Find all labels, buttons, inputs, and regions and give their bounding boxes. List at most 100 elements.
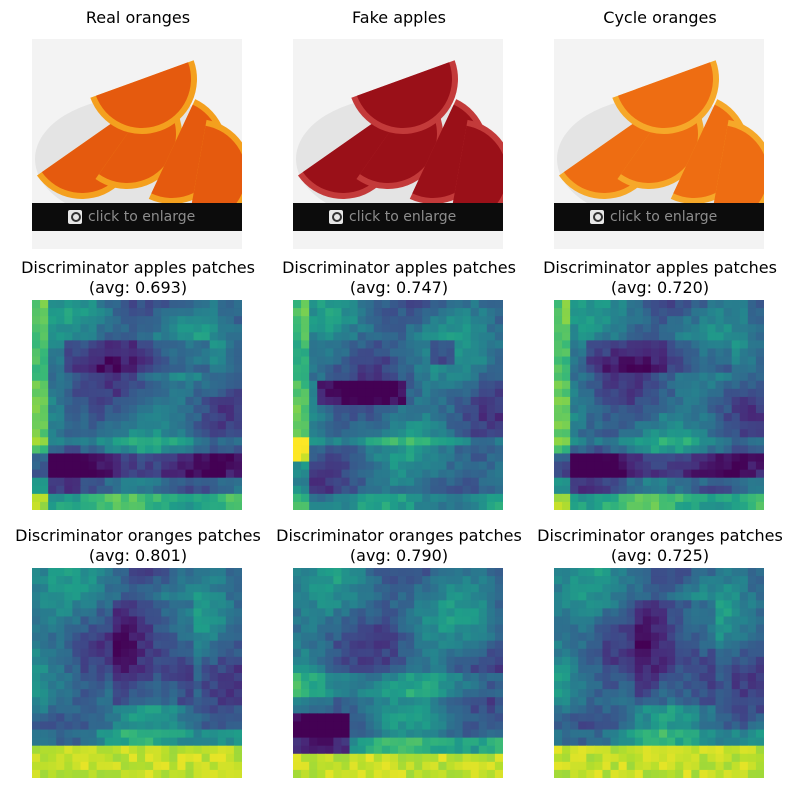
heatmap-cell bbox=[80, 421, 90, 430]
enlarge-caption[interactable]: click to enlarge bbox=[554, 203, 764, 231]
heatmap-cell bbox=[699, 632, 709, 642]
heatmap-cell bbox=[80, 592, 90, 601]
heatmap-cell bbox=[634, 461, 644, 471]
heatmap-cell bbox=[185, 713, 195, 723]
heatmap-cell bbox=[233, 753, 242, 763]
heatmap-cell bbox=[454, 600, 464, 609]
heatmap-cell bbox=[317, 640, 326, 650]
heatmap-cell bbox=[32, 324, 41, 333]
heatmap-cell bbox=[454, 316, 464, 325]
heatmap-cell bbox=[381, 576, 391, 585]
heatmap-cell bbox=[301, 413, 310, 422]
heatmap-cell bbox=[40, 697, 49, 706]
heatmap-cell bbox=[56, 648, 65, 658]
heatmap-cell bbox=[120, 576, 130, 585]
heatmap-cell bbox=[104, 721, 114, 731]
heatmap-cell bbox=[341, 673, 351, 682]
heatmap-cell bbox=[667, 713, 676, 723]
heatmap-cell bbox=[747, 576, 757, 585]
heatmap-cell bbox=[301, 485, 310, 495]
heatmap-cell bbox=[715, 445, 725, 455]
heatmap-cell bbox=[691, 745, 700, 755]
heatmap-cell bbox=[562, 340, 571, 350]
heatmap-cell bbox=[96, 477, 106, 487]
heatmap-cell bbox=[64, 348, 73, 358]
heatmap-cell bbox=[225, 308, 235, 317]
heatmap-cell bbox=[755, 761, 764, 771]
heatmap-cell bbox=[554, 429, 563, 438]
heatmap-cell bbox=[554, 664, 563, 674]
heatmap-cell bbox=[96, 469, 106, 479]
heatmap-cell bbox=[438, 372, 448, 382]
heatmap-cell bbox=[667, 689, 676, 698]
heatmap-cell bbox=[642, 316, 652, 325]
heatmap-cell bbox=[594, 477, 604, 487]
heatmap-cell bbox=[723, 632, 733, 642]
heatmap-cell bbox=[72, 640, 82, 650]
heatmap-cell bbox=[406, 600, 415, 609]
heatmap-cell bbox=[667, 340, 676, 350]
heatmap-cell bbox=[586, 413, 595, 422]
heatmap-cell bbox=[80, 332, 90, 341]
heatmap-cell bbox=[755, 745, 764, 755]
heatmap-cell bbox=[389, 632, 399, 642]
heatmap-cell bbox=[104, 600, 114, 609]
heatmap-cell bbox=[747, 608, 757, 618]
heatmap-cell bbox=[309, 340, 318, 350]
heatmap-cell bbox=[494, 568, 503, 577]
heatmap-cell bbox=[739, 673, 749, 682]
heatmap-cell bbox=[659, 364, 668, 374]
heatmap-cell bbox=[56, 485, 65, 495]
heatmap-cell bbox=[201, 413, 211, 422]
heatmap-cell bbox=[209, 640, 219, 650]
heatmap-cell bbox=[120, 769, 130, 778]
heatmap-cell bbox=[381, 761, 391, 771]
heatmap-cell bbox=[699, 461, 709, 471]
heatmap-cell bbox=[699, 713, 709, 723]
heatmap-cell bbox=[562, 600, 571, 609]
heatmap-cell bbox=[381, 396, 391, 406]
heatmap-cell bbox=[64, 477, 73, 487]
heatmap-cell bbox=[381, 568, 391, 577]
heatmap-cell bbox=[699, 584, 709, 593]
heatmap-cell bbox=[169, 340, 178, 350]
heatmap-cell bbox=[96, 689, 106, 698]
heatmap-cell bbox=[40, 705, 49, 714]
heatmap-cell bbox=[381, 584, 391, 593]
heatmap-cell bbox=[414, 632, 423, 642]
heatmap-cell bbox=[325, 437, 334, 446]
heatmap-cell bbox=[723, 469, 733, 479]
heatmap-cell bbox=[193, 437, 203, 446]
heatmap-cell bbox=[586, 761, 595, 771]
heatmap-cell bbox=[301, 681, 310, 690]
heatmap-cell bbox=[217, 340, 227, 350]
heatmap-cell bbox=[325, 640, 334, 650]
heatmap-cell bbox=[707, 576, 717, 585]
heatmap-cell bbox=[667, 721, 676, 731]
heatmap-cell bbox=[610, 632, 620, 642]
heatmap-cell bbox=[422, 396, 431, 406]
heatmap-cell bbox=[193, 372, 203, 382]
heatmap-cell bbox=[438, 453, 448, 463]
heatmap-cell bbox=[365, 753, 375, 763]
heatmap-cell bbox=[233, 681, 242, 690]
heatmap-cell bbox=[112, 316, 122, 325]
heatmap-cell bbox=[301, 300, 310, 309]
heatmap-cell bbox=[486, 340, 496, 350]
enlarge-caption[interactable]: click to enlarge bbox=[32, 203, 242, 231]
heatmap-cell bbox=[145, 705, 154, 714]
heatmap-cell bbox=[438, 705, 448, 714]
heatmap-cell bbox=[341, 745, 351, 755]
heatmap-cell bbox=[683, 501, 692, 510]
heatmap-cell bbox=[185, 469, 195, 479]
heatmap-cell bbox=[462, 664, 472, 674]
heatmap-cell bbox=[104, 745, 114, 755]
enlarge-caption[interactable]: click to enlarge bbox=[293, 203, 503, 231]
heatmap-cell bbox=[96, 713, 106, 723]
heatmap-cell bbox=[562, 396, 571, 406]
heatmap-cell bbox=[454, 356, 464, 366]
heatmap-cell bbox=[120, 753, 130, 763]
heatmap-cell bbox=[365, 568, 375, 577]
heatmap-cell bbox=[731, 453, 741, 463]
heatmap-cell bbox=[88, 576, 98, 585]
